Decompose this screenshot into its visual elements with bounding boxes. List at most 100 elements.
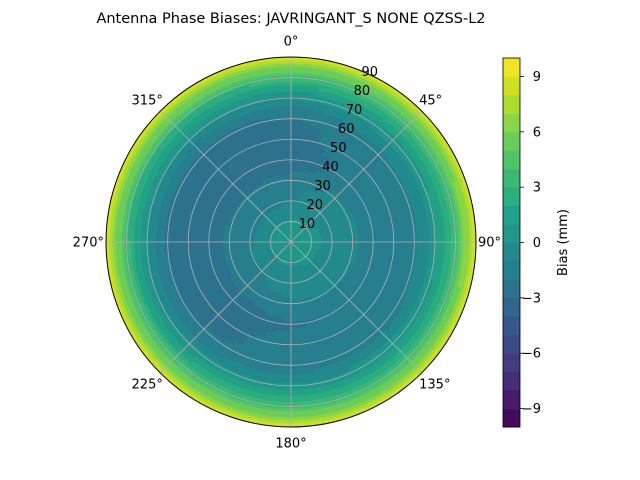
radial-tick-label: 30 — [314, 179, 331, 194]
heatmap-cell — [247, 241, 252, 247]
heatmap-cell — [290, 183, 297, 188]
heatmap-cell — [287, 201, 292, 206]
heatmap-cell — [342, 236, 347, 243]
colorbar-tick-label: −9 — [522, 402, 541, 417]
radial-tick-label: 80 — [354, 84, 371, 99]
heatmap-cell — [285, 183, 292, 188]
colorbar-band — [503, 279, 520, 299]
heatmap-cell — [290, 189, 296, 194]
heatmap-cell — [290, 275, 295, 280]
colorbar-band — [503, 408, 520, 428]
heatmap-cell — [339, 241, 344, 247]
colorbar-band — [503, 334, 520, 354]
heatmap-cell — [287, 207, 292, 212]
colorbar-band — [503, 242, 520, 262]
heatmap-cell — [336, 241, 341, 247]
colorbar-band — [503, 168, 520, 188]
heatmap-cell — [342, 241, 347, 248]
heatmap-cell — [241, 237, 246, 243]
heatmap-cell — [330, 237, 335, 243]
colorbar-band — [503, 316, 520, 336]
heatmap-cell — [232, 241, 237, 248]
heatmap-cell — [290, 287, 296, 292]
heatmap-cell — [235, 241, 240, 248]
radial-tick-label: 40 — [322, 160, 339, 175]
heatmap-cell — [250, 241, 255, 246]
polar-grid — [106, 57, 476, 427]
heatmap-cell — [321, 238, 326, 243]
polar-plot: 0° 45° 90° 135° 180° 225° 270° 315° 10 20 30 40 50 6… — [73, 35, 501, 452]
colorbar-tick-label: 9 — [533, 70, 541, 85]
colorbar-bands — [503, 58, 520, 428]
radial-tick-label: 10 — [299, 217, 316, 232]
heatmap-cell — [235, 236, 240, 243]
angle-tick-label: 0° — [284, 35, 299, 50]
heatmap-cell — [287, 210, 292, 215]
heatmap-cell — [290, 281, 296, 286]
angle-tick-label: 225° — [132, 378, 163, 393]
heatmap-cell — [256, 241, 261, 246]
colorbar-band — [503, 390, 520, 409]
heatmap-cell — [290, 198, 296, 203]
radial-tick-label: 90 — [362, 65, 379, 80]
heatmap-cell — [290, 296, 297, 301]
heatmap-cell — [290, 192, 296, 197]
angle-tick-label: 315° — [132, 93, 163, 108]
colorbar-ticks: −9 −6 −3 0 3 6 9 — [520, 70, 541, 417]
colorbar-tick-label: −3 — [522, 291, 541, 306]
colorbar-band — [503, 371, 520, 391]
heatmap-cell — [330, 241, 335, 247]
colorbar-tick-label: 0 — [533, 236, 541, 251]
heatmap-cell — [285, 186, 292, 191]
colorbar-band — [503, 260, 520, 280]
heatmap-cell — [286, 189, 292, 194]
angle-tick-label: 135° — [419, 378, 450, 393]
heatmap-cell — [339, 237, 344, 243]
chart-title: Antenna Phase Biases: JAVRINGANT_S NONE … — [96, 11, 485, 27]
heatmap-cell — [327, 238, 332, 243]
heatmap-cell — [287, 204, 292, 209]
colorbar-band — [503, 297, 520, 317]
angle-tick-label: 45° — [419, 93, 442, 108]
heatmap-cell — [290, 293, 297, 298]
colorbar: −9 −6 −3 0 3 6 9 Bias (mm) — [502, 57, 571, 428]
colorbar-band — [503, 58, 520, 77]
heatmap-cell — [324, 238, 329, 243]
heatmap-cell — [286, 192, 292, 197]
colorbar-band — [503, 353, 520, 373]
heatmap-cell — [286, 198, 292, 203]
heatmap-cell — [290, 186, 297, 191]
heatmap-cell — [286, 284, 292, 289]
heatmap-cell — [253, 241, 258, 246]
heatmap-cell — [285, 293, 292, 298]
colorbar-tick-label: 3 — [533, 181, 541, 196]
heatmap-cell — [259, 241, 264, 246]
heatmap-cell — [285, 296, 292, 301]
heatmap-cell — [290, 278, 295, 283]
heatmap-cell — [232, 236, 237, 243]
heatmap-cell — [244, 237, 249, 243]
heatmap-cell — [333, 237, 338, 243]
angle-tick-label: 270° — [73, 236, 104, 251]
heatmap-cell — [290, 195, 296, 200]
colorbar-band — [503, 205, 520, 225]
heatmap-field — [106, 57, 476, 427]
heatmap-cell — [286, 195, 292, 200]
radial-tick-label: 20 — [306, 198, 323, 213]
heatmap-cell — [244, 241, 249, 247]
heatmap-cell — [336, 237, 341, 243]
heatmap-cell — [286, 281, 292, 286]
colorbar-band — [503, 187, 520, 206]
heatmap-cell — [345, 236, 350, 243]
heatmap-cell — [290, 290, 296, 295]
radial-tick-label: 50 — [330, 141, 347, 156]
colorbar-tick-label: −6 — [522, 347, 541, 362]
heatmap-cell — [286, 287, 292, 292]
colorbar-band — [503, 150, 520, 170]
radial-tick-label: 70 — [346, 103, 363, 118]
colorbar-band — [503, 113, 520, 133]
radial-tick-label: 60 — [338, 122, 355, 137]
heatmap-cell — [333, 241, 338, 247]
colorbar-tick-label: 6 — [533, 125, 541, 140]
